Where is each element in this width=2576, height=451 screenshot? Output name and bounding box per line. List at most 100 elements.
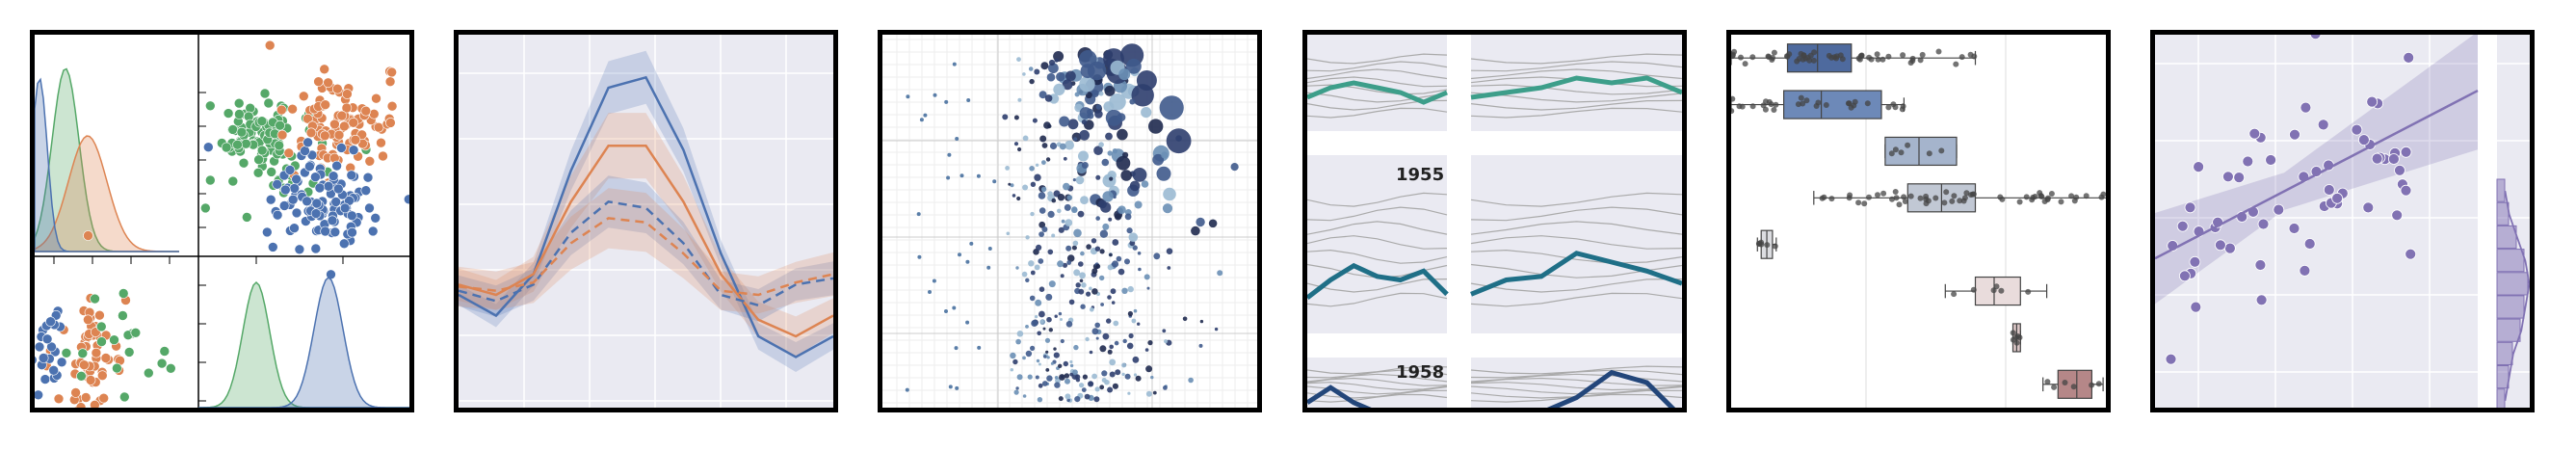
strip-point [2044,379,2051,385]
bubble [1046,316,1052,323]
context-line [1470,385,1682,395]
bubble [1062,262,1068,268]
bubble [906,94,910,99]
context-line [1470,249,1682,264]
bubble [1161,151,1169,159]
bubble [1041,381,1048,386]
strip-point [1917,195,1924,201]
bubble [1164,339,1169,344]
bubble [1099,229,1109,238]
scatter-point [263,97,275,109]
bubble [1038,258,1044,264]
bubble [1121,372,1125,377]
scatter-point [328,171,339,181]
bubble [1029,78,1035,85]
context-line [1470,107,1682,119]
bubble [1051,233,1056,238]
strip-point [1786,51,1793,58]
bubble [1084,393,1091,400]
scatter-point [346,170,357,181]
bubble [1059,116,1070,127]
bubble [1063,182,1070,191]
regression-panel [2150,30,2535,412]
bubble [1040,62,1049,70]
bubble [1188,377,1194,384]
bubble [1081,119,1088,125]
strip-point [1943,189,1950,196]
lineband-chart [459,35,833,408]
scatter-point [35,341,45,353]
strip-point [1971,53,1978,60]
pairgrid-panel [30,30,414,412]
bubble [1017,146,1022,152]
bubble [1148,119,1164,134]
facet-background [1307,35,1447,131]
strip-point [1960,198,1967,204]
context-line [1470,292,1682,307]
bubble [1030,181,1037,187]
scatter-point [227,124,238,135]
bubble [1106,318,1112,324]
bubble [1063,360,1068,367]
scatter-point [346,210,357,222]
bubble [1028,66,1034,71]
bubble [1109,371,1116,378]
bubble [1030,345,1036,351]
bubble [1124,213,1132,221]
scatter-point [2176,220,2189,232]
bubble [1032,118,1038,123]
bubble [1129,180,1141,192]
bubble [965,320,970,325]
bubble [1064,373,1070,379]
bubble [1054,382,1061,388]
scatter-point [2387,153,2400,165]
context-line [1307,377,1448,386]
scatter-point [166,362,176,374]
scatter-point [302,113,313,124]
bubble [1006,231,1011,236]
strip-point [1941,199,1948,206]
bubble [1128,332,1134,339]
scatter-point [289,223,300,233]
scatter-point [2309,35,2322,40]
bubble [1057,260,1065,268]
scatter-point [378,150,388,162]
bubble [1141,107,1152,119]
strip-point [1772,243,1778,250]
bubble [1079,272,1086,279]
marginal-bar [2496,388,2506,408]
bubble [987,247,992,251]
scatter-point [112,362,122,374]
strip-point [1892,189,1899,195]
bubble [1109,93,1126,111]
scatter-point [332,183,344,195]
strip-point [1764,242,1771,249]
context-line [1307,76,1448,88]
strip-point [1855,55,1862,62]
bubble [1109,176,1114,181]
bubble [1036,244,1042,251]
strip-point [1875,192,1880,199]
strip-point [1957,198,1963,204]
scatter-point [310,243,322,254]
scatter-point [373,121,384,133]
bubble [1104,85,1116,96]
bubble [1117,268,1125,276]
strip-point [1919,51,1926,58]
bubble [1132,356,1140,363]
bubble [1046,375,1053,382]
scatter-point [91,347,102,358]
bubble [1156,166,1171,181]
scatter-point [2288,223,2300,234]
scatter-point [302,137,313,148]
strip-point [2070,384,2077,390]
strip-point [1885,53,1892,60]
scatter-point [61,347,72,358]
bubble [1048,280,1056,288]
bubble [1107,264,1114,271]
scatter-point [2371,152,2383,165]
scatter-point [360,185,372,196]
strip-point [1731,51,1736,58]
bubble [1013,142,1019,146]
bubble [1060,318,1063,321]
